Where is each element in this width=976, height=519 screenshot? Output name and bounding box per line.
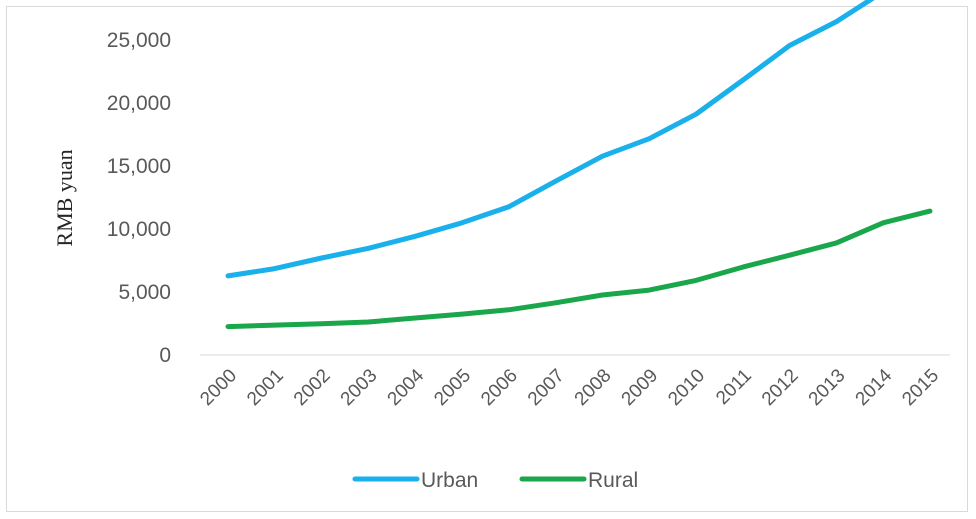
x-tick-label: 2008 xyxy=(571,365,616,410)
series-lines xyxy=(225,0,933,330)
y-tick-label: 10,000 xyxy=(107,218,171,241)
x-tick-label: 2007 xyxy=(524,365,569,410)
y-tick-label: 0 xyxy=(159,344,171,367)
legend: Urban Rural xyxy=(352,469,638,492)
legend-label-urban: Urban xyxy=(421,469,478,492)
x-tick-label: 2006 xyxy=(477,365,522,410)
x-tick-label: 2010 xyxy=(664,365,709,410)
x-tick-label: 2011 xyxy=(712,365,756,409)
y-axis-title: RMB yuan xyxy=(52,149,77,246)
x-tick-label: 2009 xyxy=(618,365,663,410)
y-axis-ticks: 0 5,000 10,000 15,000 20,000 25,000 xyxy=(107,29,171,367)
y-tick-label: 5,000 xyxy=(118,281,171,304)
x-tick-label: 2015 xyxy=(898,365,943,410)
x-tick-label: 2004 xyxy=(384,365,429,410)
legend-label-rural: Rural xyxy=(588,469,638,492)
x-tick-label: 2002 xyxy=(290,365,335,410)
x-tick-label: 2013 xyxy=(805,365,850,410)
y-tick-label: 15,000 xyxy=(107,155,171,178)
series-line-rural xyxy=(225,208,933,330)
x-tick-label: 2003 xyxy=(337,365,382,410)
chart-frame xyxy=(6,6,968,512)
y-axis-title-group: RMB yuan xyxy=(52,149,77,246)
x-axis-ticks: 2000 2001 2002 2003 2004 2005 2006 2007 2008 2009… xyxy=(196,365,943,410)
x-tick-label: 2001 xyxy=(243,365,288,410)
x-tick-label: 2005 xyxy=(430,365,475,410)
y-tick-label: 20,000 xyxy=(107,92,171,115)
x-tick-label: 2012 xyxy=(758,365,803,410)
series-line-urban xyxy=(225,0,875,279)
y-tick-label: 25,000 xyxy=(107,29,171,52)
x-tick-label: 2014 xyxy=(852,365,897,410)
x-tick-label: 2000 xyxy=(196,365,241,410)
